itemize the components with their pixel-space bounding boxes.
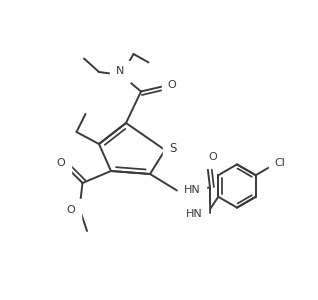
Text: O: O xyxy=(67,205,75,215)
Text: S: S xyxy=(169,142,176,155)
Text: O: O xyxy=(168,80,176,90)
Text: O: O xyxy=(56,158,65,168)
Text: O: O xyxy=(208,152,217,163)
Text: HN: HN xyxy=(186,208,203,219)
Text: Cl: Cl xyxy=(275,158,286,168)
Text: N: N xyxy=(116,66,124,76)
Text: HN: HN xyxy=(183,184,200,195)
